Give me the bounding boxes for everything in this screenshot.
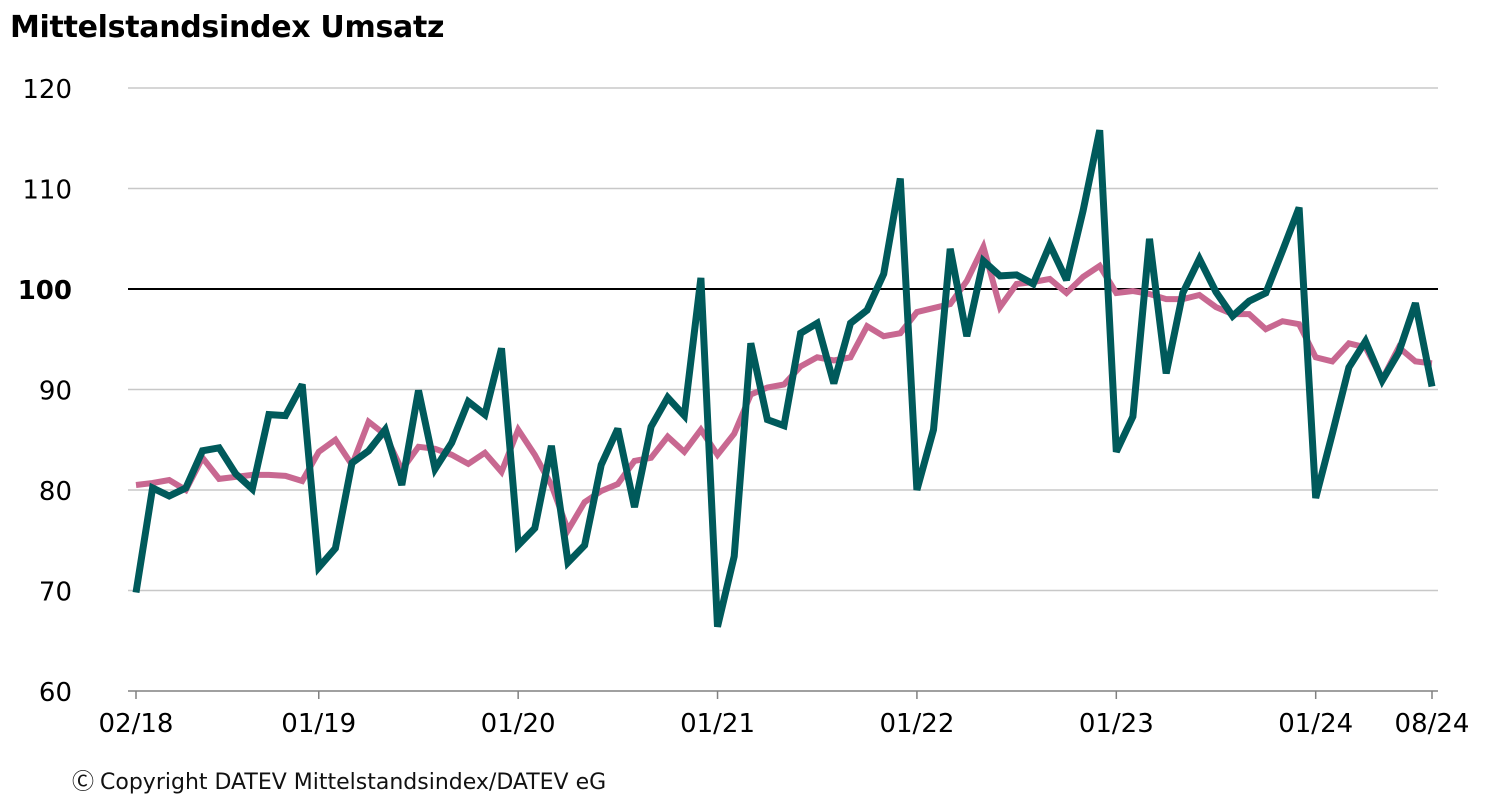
chart-title: Mittelstandsindex Umsatz [10, 10, 445, 45]
x-tick-label: 01/19 [281, 709, 356, 739]
copyright-notice: Ⓒ Copyright DATEV Mittelstandsindex/DATEV… [72, 764, 606, 796]
x-tick-label: 01/20 [481, 709, 556, 739]
x-tick-label: 01/22 [879, 709, 954, 739]
y-tick-label-80: 80 [39, 477, 72, 507]
series-line-teal [132, 129, 1436, 628]
copyright-text: Copyright DATEV Mittelstandsindex/DATEV … [100, 770, 607, 795]
copyright-icon: Ⓒ [72, 770, 95, 795]
y-tick-label-120: 120 [22, 75, 72, 105]
y-tick-label-60: 60 [39, 678, 72, 708]
x-tick-label: 02/18 [99, 709, 174, 739]
y-tick-label-90: 90 [39, 377, 72, 407]
label-layer: 60 70 80 90 100 110 120 02/18 01/19 01/20 01/21 01/… [18, 75, 1470, 739]
axis-layer [128, 690, 1438, 699]
series-layer [132, 129, 1436, 628]
x-tick-label: 01/24 [1278, 709, 1353, 739]
grid-layer [128, 87, 1438, 592]
y-tick-label-110: 110 [22, 176, 72, 206]
x-tick-label: 08/24 [1395, 709, 1470, 739]
x-tick-label: 01/21 [680, 709, 755, 739]
y-tick-label-70: 70 [39, 578, 72, 608]
y-tick-label-100: 100 [18, 276, 72, 306]
x-tick-label: 01/23 [1079, 709, 1154, 739]
